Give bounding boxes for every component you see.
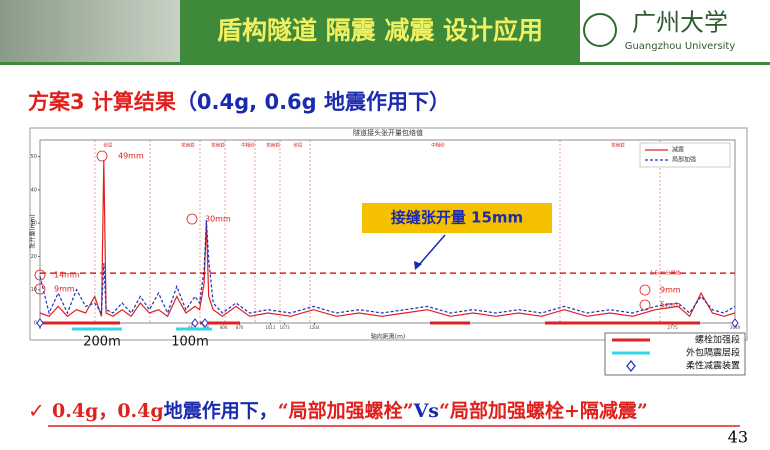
annotation-circle xyxy=(34,283,46,295)
text-segment: （0.4g, 0.6g 地震作用下） xyxy=(176,90,450,114)
logo-subtext: Guangzhou University xyxy=(625,41,736,52)
annotation-circle xyxy=(186,213,198,225)
legend-label: 局部加强 xyxy=(672,156,696,164)
series-line xyxy=(39,159,736,318)
text-segment: 方案3 计算结果 xyxy=(28,90,176,114)
chart-frame xyxy=(29,127,748,341)
annotation-circle xyxy=(639,284,651,296)
y-tick-label: 50 xyxy=(31,154,37,160)
annotation-circle xyxy=(34,269,46,281)
x-tick-label: 1204 xyxy=(309,325,320,330)
annotation-circle xyxy=(639,299,651,311)
y-tick-label: 10 xyxy=(31,287,37,293)
stratum-label: 砂层 xyxy=(104,142,113,149)
legend2-label: 螺栓加强段 xyxy=(695,334,740,346)
stratum-label: 中粗砂 xyxy=(431,142,445,149)
stratum-label: 花岗岩 xyxy=(611,142,625,149)
damper-icon xyxy=(731,318,739,328)
y-tick-label: 20 xyxy=(31,254,37,260)
annotation: 30mm xyxy=(205,215,231,224)
callout-arrowhead xyxy=(414,261,422,270)
logo-text: 广州大学 xyxy=(632,9,728,37)
x-tick-label: 876 xyxy=(236,325,244,330)
callout-box xyxy=(362,203,552,233)
y-axis-label: 张开量(mm) xyxy=(29,214,37,248)
x-tick-label: 1073 xyxy=(279,325,290,330)
conclusion: 0.4g，0.4g地震作用下，“局部加强螺栓”Vs“局部加强螺栓+隔减震” xyxy=(52,399,648,422)
text-segment: Vs xyxy=(413,400,439,422)
stratum-label: 中粗砂 xyxy=(241,142,255,149)
annotation: 9mm xyxy=(54,285,75,294)
x-tick-label: 806 xyxy=(220,325,228,330)
text-segment: 0.4g，0.4g xyxy=(52,400,164,422)
page-number: 43 xyxy=(728,428,748,447)
damper-icon xyxy=(36,318,44,328)
y-tick-label: 30 xyxy=(31,221,37,227)
damper-icon xyxy=(201,318,209,328)
stratum-label: 砂层 xyxy=(294,142,303,149)
callout: 接缝张开量 15mm xyxy=(391,209,523,227)
legend2-label: 柔性减震装置 xyxy=(686,360,740,372)
stratum-label: 花岗岩 xyxy=(181,142,195,149)
chart-title: 隧道接头张开量包络值 xyxy=(353,128,423,137)
span-label: 200m xyxy=(83,335,120,350)
stratum-label: 花岗岩 xyxy=(211,142,225,149)
plot-area xyxy=(39,139,736,324)
text-segment: “局部加强螺栓” xyxy=(278,399,414,422)
annotation: 9mm xyxy=(660,286,681,295)
logo-emblem xyxy=(583,13,617,47)
legend2-label: 外包隔震层段 xyxy=(686,347,740,359)
header-rule xyxy=(0,62,770,65)
check-icon: ✓ xyxy=(28,399,45,423)
y-tick-label: 40 xyxy=(31,187,37,193)
text-segment: “局部加强螺栓+隔减震” xyxy=(439,399,648,422)
header-photo xyxy=(0,0,180,62)
x-tick-label: 2775 xyxy=(667,325,678,330)
series-line xyxy=(39,219,736,315)
annotation: 14mm xyxy=(54,271,80,280)
legend2-swatch xyxy=(626,359,636,373)
legend-box xyxy=(639,142,731,168)
callout-arrow xyxy=(417,234,446,267)
x-tick-label: 1011 xyxy=(265,325,276,330)
x-axis-label: 轴向距离(m) xyxy=(371,333,406,341)
annotation: 49mm xyxy=(118,152,144,161)
stratum-label: 花岗岩 xyxy=(266,142,280,149)
annotation: 5mm xyxy=(660,301,681,310)
annotation-circle xyxy=(96,150,108,162)
text-segment: 地震作用下， xyxy=(164,399,278,422)
y-tick-label: 0 xyxy=(34,321,37,327)
subtitle: 方案3 计算结果（0.4g, 0.6g 地震作用下） xyxy=(28,90,450,114)
damper-icon xyxy=(191,318,199,328)
legend-label: 减震 xyxy=(672,146,684,154)
span-label: 100m xyxy=(171,335,208,350)
header-band xyxy=(180,0,580,62)
slide-title: 盾构隧道 隔震 减震 设计应用 xyxy=(217,16,543,45)
threshold-label: 1.5cm分界线 xyxy=(650,270,681,277)
logo-area xyxy=(580,0,770,62)
